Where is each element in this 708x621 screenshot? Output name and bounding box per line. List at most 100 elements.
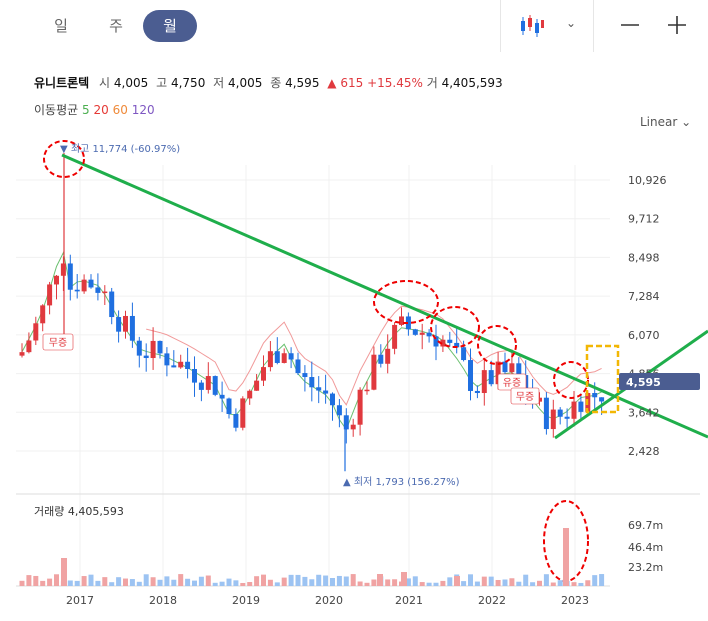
- volume-bar: [123, 578, 128, 586]
- volume-bar: [543, 574, 549, 586]
- candle-body: [454, 342, 460, 348]
- zoom-out-button[interactable]: [615, 10, 645, 40]
- candle-body: [461, 347, 467, 361]
- volume-bar: [530, 582, 536, 586]
- y-tick-label: 3,642: [628, 406, 660, 419]
- badge-box: [510, 387, 540, 405]
- badge-box: [42, 333, 74, 351]
- tab-week[interactable]: 주: [109, 17, 123, 35]
- toolbar-divider: [593, 0, 594, 52]
- volume-bar: [74, 580, 80, 586]
- volume-bar: [537, 580, 542, 586]
- candle-body: [192, 369, 197, 383]
- candle-body: [433, 336, 439, 347]
- volume-bar: [150, 577, 156, 586]
- volume-bar: [40, 580, 46, 586]
- trend-line-down: [61, 153, 708, 439]
- candle-body: [157, 340, 163, 354]
- volume-bar: [274, 582, 280, 586]
- x-tick-label: 2017: [66, 594, 94, 607]
- candle-body: [343, 415, 349, 430]
- volume-bar: [233, 580, 239, 586]
- candle-body: [185, 361, 191, 370]
- candle-body: [592, 393, 598, 398]
- y-tick-label: 10,926: [628, 174, 667, 187]
- volume-bar: [240, 582, 246, 586]
- candle-body: [357, 389, 363, 425]
- volume-bar: [599, 574, 605, 586]
- candle-body: [254, 380, 260, 391]
- highlight-circle: [553, 361, 589, 399]
- volume-bar: [171, 579, 177, 586]
- volume-bar: [401, 572, 407, 586]
- candle-body: [330, 393, 335, 406]
- candle-body: [178, 361, 184, 368]
- volume-bar: [440, 580, 446, 586]
- scale-selector[interactable]: Linear ⌄: [640, 115, 691, 129]
- candle-body: [495, 361, 501, 385]
- candle-body: [47, 284, 53, 306]
- volume-bar: [592, 575, 598, 586]
- volume-bar: [192, 580, 197, 586]
- volume-bar: [309, 579, 315, 586]
- candle-body: [102, 291, 108, 294]
- volume-bar: [281, 577, 287, 586]
- open-label: 시: [99, 76, 111, 90]
- candle-body: [116, 317, 122, 332]
- candle-body: [40, 305, 46, 324]
- volume-bar: [178, 574, 184, 586]
- candle-body: [323, 390, 329, 394]
- volume-bar: [433, 582, 439, 586]
- volume-bar: [143, 574, 149, 586]
- volume-bar: [116, 577, 122, 586]
- candle-body: [426, 332, 432, 337]
- tab-day[interactable]: 일: [54, 17, 68, 35]
- y-tick-label: 8,498: [628, 251, 660, 264]
- candle-body: [564, 416, 570, 419]
- chevron-down-icon[interactable]: ⌄: [566, 16, 577, 30]
- change-value: 615: [340, 76, 364, 90]
- volume-bar: [447, 577, 453, 586]
- volume-bar: [47, 578, 53, 586]
- candle-body: [274, 351, 280, 363]
- volume-tick: 23.2m: [628, 561, 663, 574]
- candlestick-chart-icon[interactable]: [519, 13, 545, 39]
- volume-panel-label: 거래량 4,405,593: [34, 505, 124, 518]
- volume-bar: [419, 582, 425, 586]
- ma-120: 120: [131, 103, 155, 117]
- candle-body: [150, 340, 156, 359]
- badge-rights-free-1: 무증: [49, 337, 67, 349]
- volume-bar: [288, 574, 294, 586]
- top-toolbar: 일 주 월 ⌄: [0, 0, 708, 52]
- volume-bar: [474, 581, 480, 586]
- volume-bar: [129, 579, 135, 586]
- candle-body: [578, 401, 584, 412]
- volume-bar: [261, 574, 266, 586]
- candles: [19, 152, 605, 472]
- candle-body: [371, 354, 377, 390]
- volume-bar: [343, 576, 349, 586]
- candle-body: [171, 365, 177, 368]
- volume-bar: [502, 579, 508, 586]
- low-value: 4,005: [228, 76, 263, 90]
- min-annotation: ▲ 최저 1,793 (156.27%): [343, 476, 460, 488]
- candle-body: [419, 332, 425, 335]
- y-tick-label: 7,284: [628, 290, 660, 303]
- candle-body: [233, 413, 239, 428]
- volume-bar: [267, 579, 273, 586]
- candle-body: [240, 398, 246, 428]
- volume-bar: [557, 580, 563, 586]
- volume-tick: 69.7m: [628, 519, 663, 532]
- volume-bar: [364, 582, 370, 586]
- candle-body: [67, 263, 73, 290]
- candle-body: [557, 409, 563, 417]
- volume-bar: [371, 579, 377, 586]
- candle-body: [226, 398, 232, 414]
- volume-tick: 46.4m: [628, 541, 663, 554]
- candle-body: [129, 315, 135, 341]
- open-value: 4,005: [113, 76, 149, 90]
- tab-month[interactable]: 월: [143, 10, 197, 42]
- zoom-in-button[interactable]: [662, 10, 692, 40]
- moving-average-legend[interactable]: 이동평균 5 20 60 120: [34, 101, 155, 118]
